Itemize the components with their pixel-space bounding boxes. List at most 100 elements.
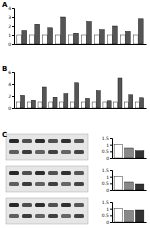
y-axis: 00.511.5 — [102, 136, 113, 161]
y-tick-mark — [110, 209, 112, 210]
y-tick-mark — [12, 108, 14, 109]
blot-band — [74, 203, 84, 207]
blot-band — [48, 182, 58, 186]
y-tick-mark — [12, 44, 14, 45]
blot-band — [22, 182, 32, 186]
y-tick-label: 0.5 — [102, 181, 109, 186]
y-tick-label: 4 — [8, 82, 11, 87]
y-tick-label: 0.5 — [102, 149, 109, 154]
bar — [69, 35, 74, 44]
bar — [87, 22, 92, 45]
x-axis-line — [113, 222, 147, 223]
blot-band — [74, 214, 84, 218]
blot-band — [9, 171, 19, 175]
y-tick-label: 4 — [8, 6, 11, 11]
y-tick: 3 — [8, 15, 14, 20]
blot-band — [61, 139, 71, 143]
bars — [17, 17, 143, 44]
y-tick-label: 1.5 — [102, 168, 109, 173]
y-tick-label: 1.5 — [102, 136, 109, 141]
bar — [64, 94, 68, 108]
y-tick-mark — [110, 222, 112, 223]
y-tick-label: 1 — [106, 175, 109, 180]
y-tick-mark — [110, 151, 112, 152]
bar — [112, 26, 117, 44]
bar-chart: 00.511.5 — [102, 200, 147, 225]
bar — [114, 209, 123, 222]
y-tick-label: 0 — [8, 42, 11, 47]
blot-band — [35, 203, 45, 207]
bar — [103, 102, 107, 108]
y-axis: 0 1 2 3 4 — [8, 6, 14, 47]
y-tick: 1 — [106, 207, 112, 212]
bar — [35, 24, 40, 44]
bar — [125, 182, 134, 190]
y-tick-mark — [110, 145, 112, 146]
x-axis-line — [15, 44, 147, 45]
y-tick: 0 — [8, 42, 14, 47]
panel-label: B — [2, 65, 7, 73]
bar — [49, 102, 53, 108]
bars — [114, 177, 144, 190]
bar — [96, 91, 100, 108]
blot-band — [9, 139, 19, 143]
y-tick-label: 1.5 — [102, 200, 109, 205]
y-axis-line — [110, 139, 113, 159]
panel-label: A — [2, 1, 8, 9]
y-tick: 1 — [8, 33, 14, 38]
bar — [133, 35, 138, 44]
blot-band — [9, 203, 19, 207]
y-tick-mark — [110, 215, 112, 216]
blot-band — [22, 171, 32, 175]
bars — [114, 209, 144, 222]
y-tick: 2 — [8, 24, 14, 29]
bars — [16, 78, 143, 108]
y-tick-mark — [110, 138, 112, 139]
bar — [114, 145, 123, 158]
y-tick: 0 — [106, 188, 112, 193]
y-tick: 1.5 — [102, 136, 112, 141]
blot-band — [74, 150, 84, 154]
bar — [27, 102, 31, 108]
blot-band — [35, 150, 45, 154]
bar — [114, 102, 118, 108]
bar — [70, 102, 74, 108]
y-tick-mark — [12, 96, 14, 97]
y-axis-line — [12, 9, 15, 45]
blot-band — [9, 150, 19, 154]
y-tick: 1 — [106, 175, 112, 180]
blot-band — [35, 139, 45, 143]
bar — [22, 31, 27, 45]
y-tick-label: 0 — [106, 220, 109, 225]
y-tick-label: 2 — [8, 94, 11, 99]
y-tick-label: 0 — [106, 156, 109, 161]
bar — [114, 177, 123, 190]
bar-chart: 0 0.51 1.5 — [102, 168, 147, 193]
y-tick-label: 3 — [8, 15, 11, 20]
bar — [135, 184, 144, 190]
y-axis-line — [110, 171, 113, 191]
bar — [107, 35, 112, 44]
y-tick-mark — [110, 177, 112, 178]
blot-band — [61, 182, 71, 186]
bar — [129, 95, 133, 108]
bar — [118, 78, 122, 108]
y-tick: 4 — [8, 6, 14, 11]
y-tick: 6 — [8, 70, 14, 75]
y-tick: 1.5 — [102, 168, 112, 173]
bar — [74, 33, 79, 44]
blot-band — [61, 150, 71, 154]
bar — [38, 102, 42, 108]
bar-chart: 0 1 2 3 4 — [8, 6, 146, 47]
y-axis: 00.511.5 — [102, 200, 113, 225]
bar — [17, 35, 22, 44]
bar — [75, 83, 79, 108]
y-tick: 0 — [8, 106, 14, 111]
bar — [135, 102, 139, 108]
y-tick-mark — [12, 8, 14, 9]
bar — [60, 102, 64, 108]
blot-band — [61, 214, 71, 218]
y-tick-label: 0 — [8, 106, 11, 111]
y-tick: 1.5 — [102, 200, 112, 205]
y-tick-mark — [12, 35, 14, 36]
